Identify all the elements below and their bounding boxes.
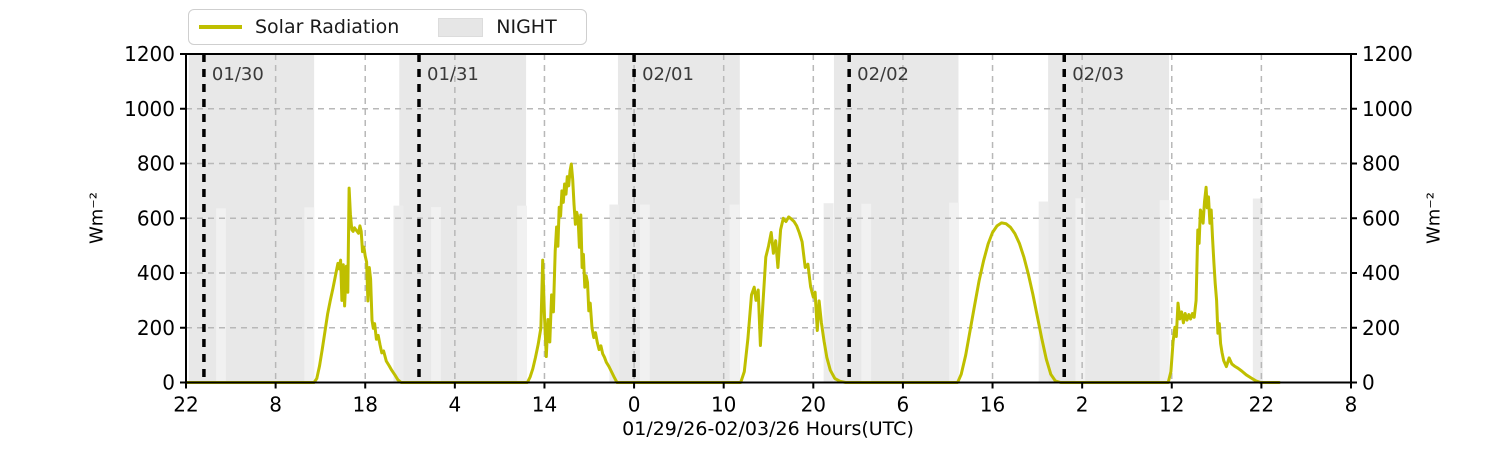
y-tick-label-right: 400 [1362,261,1400,285]
y-tick-label-right: 800 [1362,152,1400,176]
y-tick-label-right: 1000 [1362,97,1413,121]
x-tick-label: 10 [711,393,736,417]
date-label: 01/31 [427,64,479,85]
y-tick-label-left: 0 [162,371,175,395]
twilight-bar [1252,198,1263,383]
twilight-bar [949,202,959,383]
twilight-bar [639,204,650,383]
y-tick-label-right: 600 [1362,206,1400,230]
y-tick-label-left: 400 [137,261,175,285]
night-span [617,54,740,383]
x-tick-label: 2 [1076,393,1089,417]
y-tick-label-left: 600 [137,206,175,230]
x-tick-label: 12 [1159,393,1184,417]
y-tick-label-left: 800 [137,152,175,176]
x-tick-label: 22 [1249,393,1274,417]
date-label: 02/03 [1072,64,1124,85]
y-tick-label-left: 1000 [124,97,175,121]
legend: Solar Radiation NIGHT [188,9,587,45]
twilight-bar [517,205,527,383]
x-tick-label: 4 [448,393,461,417]
night-legend-label: NIGHT [496,16,557,38]
twilight-bar [216,208,226,383]
twilight-bar [823,203,834,383]
date-label: 01/30 [212,64,264,85]
y-axis-label-right: Wm⁻² [1423,191,1445,245]
x-tick-label: 14 [532,393,557,417]
y-tick-label-right: 0 [1362,371,1375,395]
twilight-bar [1159,200,1170,383]
twilight-bar [609,204,620,383]
x-tick-label: 20 [801,393,826,417]
y-tick-label-left: 200 [137,316,175,340]
x-axis-label: 01/29/26-02/03/26 Hours(UTC) [622,418,914,440]
x-tick-label: 16 [980,393,1005,417]
date-label: 02/02 [857,64,909,85]
twilight-bar [861,203,872,383]
solar-radiation-line [184,162,1281,384]
x-tick-label: 8 [1345,393,1358,417]
y-tick-label-right: 200 [1362,316,1400,340]
night-legend-swatch [438,17,484,37]
solar-radiation-legend-label: Solar Radiation [255,16,400,38]
night-span [188,54,315,383]
twilight-bar [1075,198,1086,383]
x-tick-label: 0 [628,393,641,417]
x-tick-label: 6 [897,393,910,417]
date-label: 02/01 [642,64,694,85]
twilight-bar [729,204,740,383]
solar-radiation-legend-swatch [199,25,242,29]
twilight-bar [431,207,441,383]
x-tick-label: 8 [269,393,282,417]
twilight-bar [1038,201,1049,383]
y-tick-label-right: 1200 [1362,42,1413,66]
y-tick-label-left: 1200 [124,42,175,66]
twilight-bar [393,205,404,383]
twilight-bar [304,207,315,383]
x-tick-label: 18 [353,393,378,417]
y-axis-label-left: Wm⁻² [86,191,108,245]
x-tick-label: 22 [173,393,198,417]
